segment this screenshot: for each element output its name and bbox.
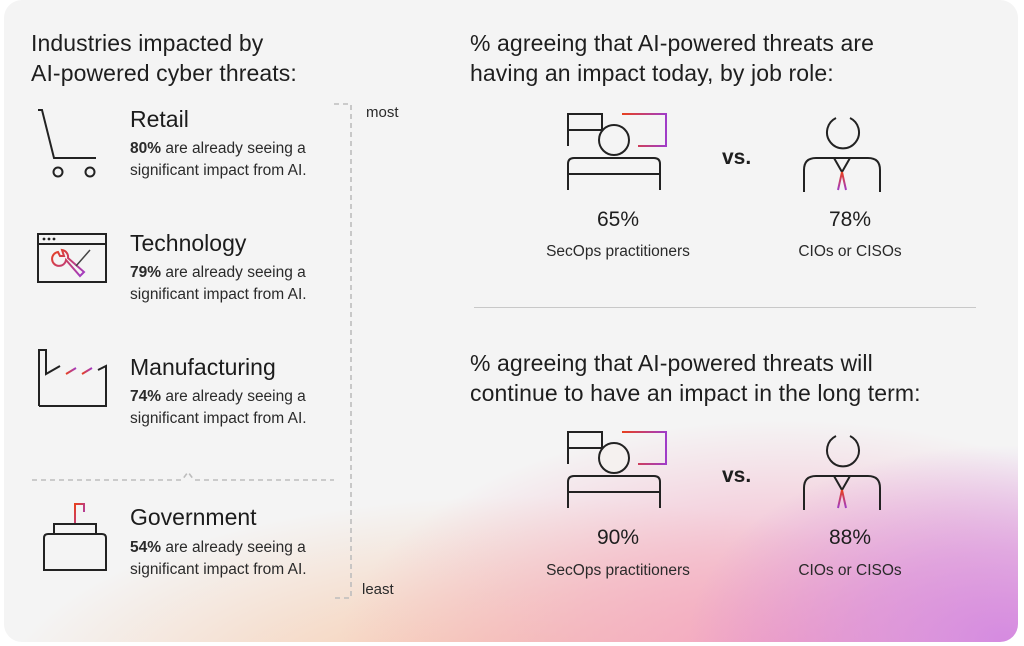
factory-icon (38, 349, 107, 407)
industry-desc-manufacturing: 74% are already seeing a significant imp… (130, 386, 330, 430)
industry-name-technology: Technology (130, 230, 247, 256)
today-impact-heading: % agreeing that AI-powered threats are h… (470, 28, 874, 88)
industry-desc-government: 54% are already seeing a significant imp… (130, 537, 330, 581)
today-cio-role: CIOs or CISOs (798, 243, 902, 260)
longterm-heading-line2: continue to have an impact in the long t… (470, 380, 921, 406)
industry-pct-government: 54% (130, 539, 162, 556)
secops-practitioner-icon (567, 431, 667, 508)
longterm-vs-label: vs. (722, 464, 752, 487)
industry-text-retail: are already seeing a significant impact … (130, 140, 307, 179)
shopping-cart-icon (38, 109, 96, 178)
industry-divider (32, 470, 334, 481)
cio-ciso-icon (803, 435, 881, 510)
today-cio-value: 78% (828, 208, 872, 231)
infographic-card: Industries impacted by AI-powered cyber … (4, 0, 1018, 642)
industry-name-manufacturing: Manufacturing (130, 354, 276, 380)
industry-pct-technology: 79% (130, 264, 162, 281)
today-heading-line2: having an impact today, by job role: (470, 60, 834, 86)
today-heading-line1: % agreeing that AI-powered threats are (470, 30, 874, 56)
scale-most-label: most (366, 104, 399, 121)
scale-least-label: least (362, 581, 394, 598)
industry-text-government: are already seeing a significant impact … (130, 539, 307, 578)
industry-text-manufacturing: are already seeing a significant impact … (130, 388, 307, 427)
longterm-cio-value: 88% (828, 526, 872, 549)
industries-heading: Industries impacted by AI-powered cyber … (31, 28, 297, 88)
ballot-box-icon (43, 503, 107, 571)
longterm-heading-line1: % agreeing that AI-powered threats will (470, 350, 873, 376)
browser-wrench-icon (37, 233, 107, 283)
secops-practitioner-icon (567, 113, 667, 190)
today-secops-value: 65% (596, 208, 640, 231)
industries-heading-line1: Industries impacted by (31, 30, 264, 56)
industry-desc-technology: 79% are already seeing a significant imp… (130, 262, 330, 306)
industry-pct-retail: 80% (130, 140, 162, 157)
industry-name-government: Government (130, 504, 257, 530)
longterm-secops-value: 90% (596, 526, 640, 549)
industry-pct-manufacturing: 74% (130, 388, 162, 405)
today-vs-label: vs. (722, 146, 752, 169)
industry-name-retail: Retail (130, 106, 189, 132)
longterm-cio-role: CIOs or CISOs (798, 562, 902, 579)
today-secops-role: SecOps practitioners (546, 243, 690, 260)
longterm-impact-heading: % agreeing that AI-powered threats will … (470, 348, 921, 408)
cio-ciso-icon (803, 117, 881, 192)
industry-text-technology: are already seeing a significant impact … (130, 264, 307, 303)
impact-scale-bracket (334, 103, 352, 599)
industry-desc-retail: 80% are already seeing a significant imp… (130, 138, 330, 182)
longterm-secops-role: SecOps practitioners (546, 562, 690, 579)
section-divider (474, 307, 976, 308)
industries-heading-line2: AI-powered cyber threats: (31, 60, 297, 86)
